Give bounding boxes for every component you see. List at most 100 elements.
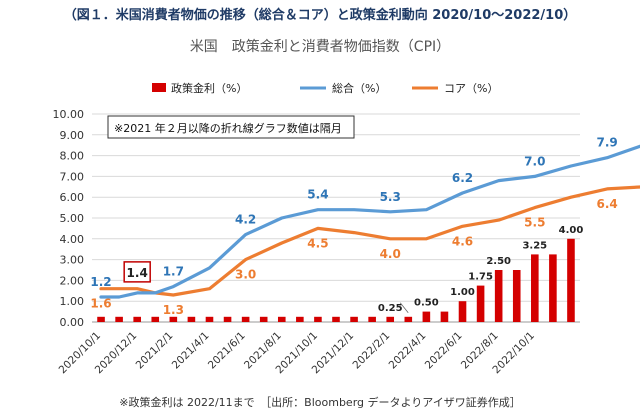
series-line-core-point [316,227,320,230]
series-line-headline-point [533,175,537,178]
bar-policy-rate [476,285,485,322]
data-label-headline: 5.3 [380,190,401,204]
series-line-core-point [280,241,283,245]
bar-policy-rate [296,316,304,322]
bar-policy-rate [549,254,557,322]
series-line-headline-point [497,179,500,182]
bar-policy-rate [531,254,539,322]
legend-swatch-policy-rate [152,83,166,92]
data-label-policy-rate: 4.00 [559,225,584,236]
chart-title: 米国 政策金利と消費者物価指数（CPI） [189,39,451,55]
y-tick-label: 8.00 [60,150,85,163]
bar-policy-rate [169,316,178,322]
series-line-core-point [533,206,537,209]
series-line-core-point [208,287,211,290]
bar-policy-rate [567,238,575,322]
series-line-core-point [135,287,139,290]
bar-policy-rate [259,316,268,322]
bar-policy-rate [277,316,286,322]
data-label-core: 6.4 [596,197,617,211]
y-tick-label: 9.00 [60,129,85,142]
data-label-headline: 1.7 [163,265,184,279]
x-tick-label: 2022/6/1 [423,330,465,372]
data-label-core: 4.6 [452,234,473,248]
bar-policy-rate [404,316,413,322]
series-line-headline-point [154,291,157,295]
series-line-headline-point [172,285,175,288]
bar-policy-rate [512,270,521,322]
data-label-core: 1.6 [90,297,111,311]
series-line-headline-point [99,295,103,299]
bar-policy-rate [151,316,160,322]
series-line-core-point [389,237,392,240]
bar-policy-rate [494,270,503,322]
data-label-headline: 5.4 [307,188,328,202]
bar-policy-rate [422,311,431,322]
bar-policy-rate [332,316,340,322]
bar-policy-rate [440,311,449,322]
series-line-headline-point [280,216,283,220]
x-tick-label: 2021/4/1 [170,330,212,372]
data-label-core: 5.5 [524,216,545,230]
series-line-headline-point [605,156,609,159]
bar-policy-rate [314,316,322,322]
series-line-core-point [569,196,573,199]
data-label-policy-rate: 3.25 [522,240,547,251]
data-label-core: 4.5 [307,236,328,250]
data-label-core: 3.0 [235,268,256,282]
series-line-core-point [172,293,175,297]
legend-label-headline: 総合（%） [332,81,386,95]
y-tick-label: 2.00 [60,274,85,287]
data-label-headline: 6.2 [452,171,473,185]
series-line-headline-point [244,233,247,236]
legend-label-core: コア（%） [444,82,498,95]
annotation-box [107,115,355,139]
data-label-core: 4.0 [380,247,401,261]
data-label-policy-rate: 0.25 [378,303,403,314]
series-line-headline-point [425,208,428,211]
bar-policy-rate [241,316,250,322]
legend-label-policy-rate: 政策金利（%） [171,81,247,95]
bar-policy-rate [350,316,358,322]
bar-policy-rate [368,316,376,322]
bar-policy-rate [97,316,105,322]
y-tick-label: 0.00 [60,316,85,329]
figure-header: （図１．米国消費者物価の推移（総合＆コア）と政策金利動向 2020/10～202… [63,8,577,23]
data-label-policy-rate: 0.50 [414,298,439,309]
bar-policy-rate [458,301,467,322]
series-line-headline-point [135,291,139,295]
bar-policy-rate [133,316,141,322]
bar-policy-rate [223,316,232,322]
series-line-core-point [605,187,609,191]
y-tick-label: 10.00 [53,108,85,121]
footnote: ※政策金利は 2022/11まで ［出所：Bloomberg データよりアイザワ… [119,396,521,409]
series-line-headline-point [461,191,464,195]
bar-policy-rate [386,316,395,322]
y-tick-label: 7.00 [60,170,85,183]
series-line-core-point [244,258,247,261]
data-label-headline: 1.2 [90,275,111,289]
bar-policy-rate [115,316,123,322]
series-line-headline-point [208,266,211,270]
x-tick-label: 2022/2/1 [351,330,393,372]
data-label-policy-rate: 2.50 [486,256,511,267]
y-tick-label: 4.00 [60,233,85,246]
series-line-core-point [117,287,121,290]
y-tick-label: 1.00 [60,295,85,308]
series-line-core-point [425,237,428,240]
bar-policy-rate [205,316,214,322]
data-label-core: 1.3 [163,303,184,317]
series-line-headline-point [569,164,573,168]
series-line-core-point [461,225,464,228]
y-tick-label: 5.00 [60,212,85,225]
highlight-box [123,261,151,283]
series-line-headline-point [389,210,392,213]
series-line-headline-point [316,208,320,211]
label-pointer [399,302,409,314]
series-line-headline-point [117,295,121,299]
series-line-headline-point [352,208,356,211]
x-tick-label: 2021/6/1 [206,330,248,372]
y-tick-label: 6.00 [60,191,85,204]
series-line-core-point [352,231,356,234]
